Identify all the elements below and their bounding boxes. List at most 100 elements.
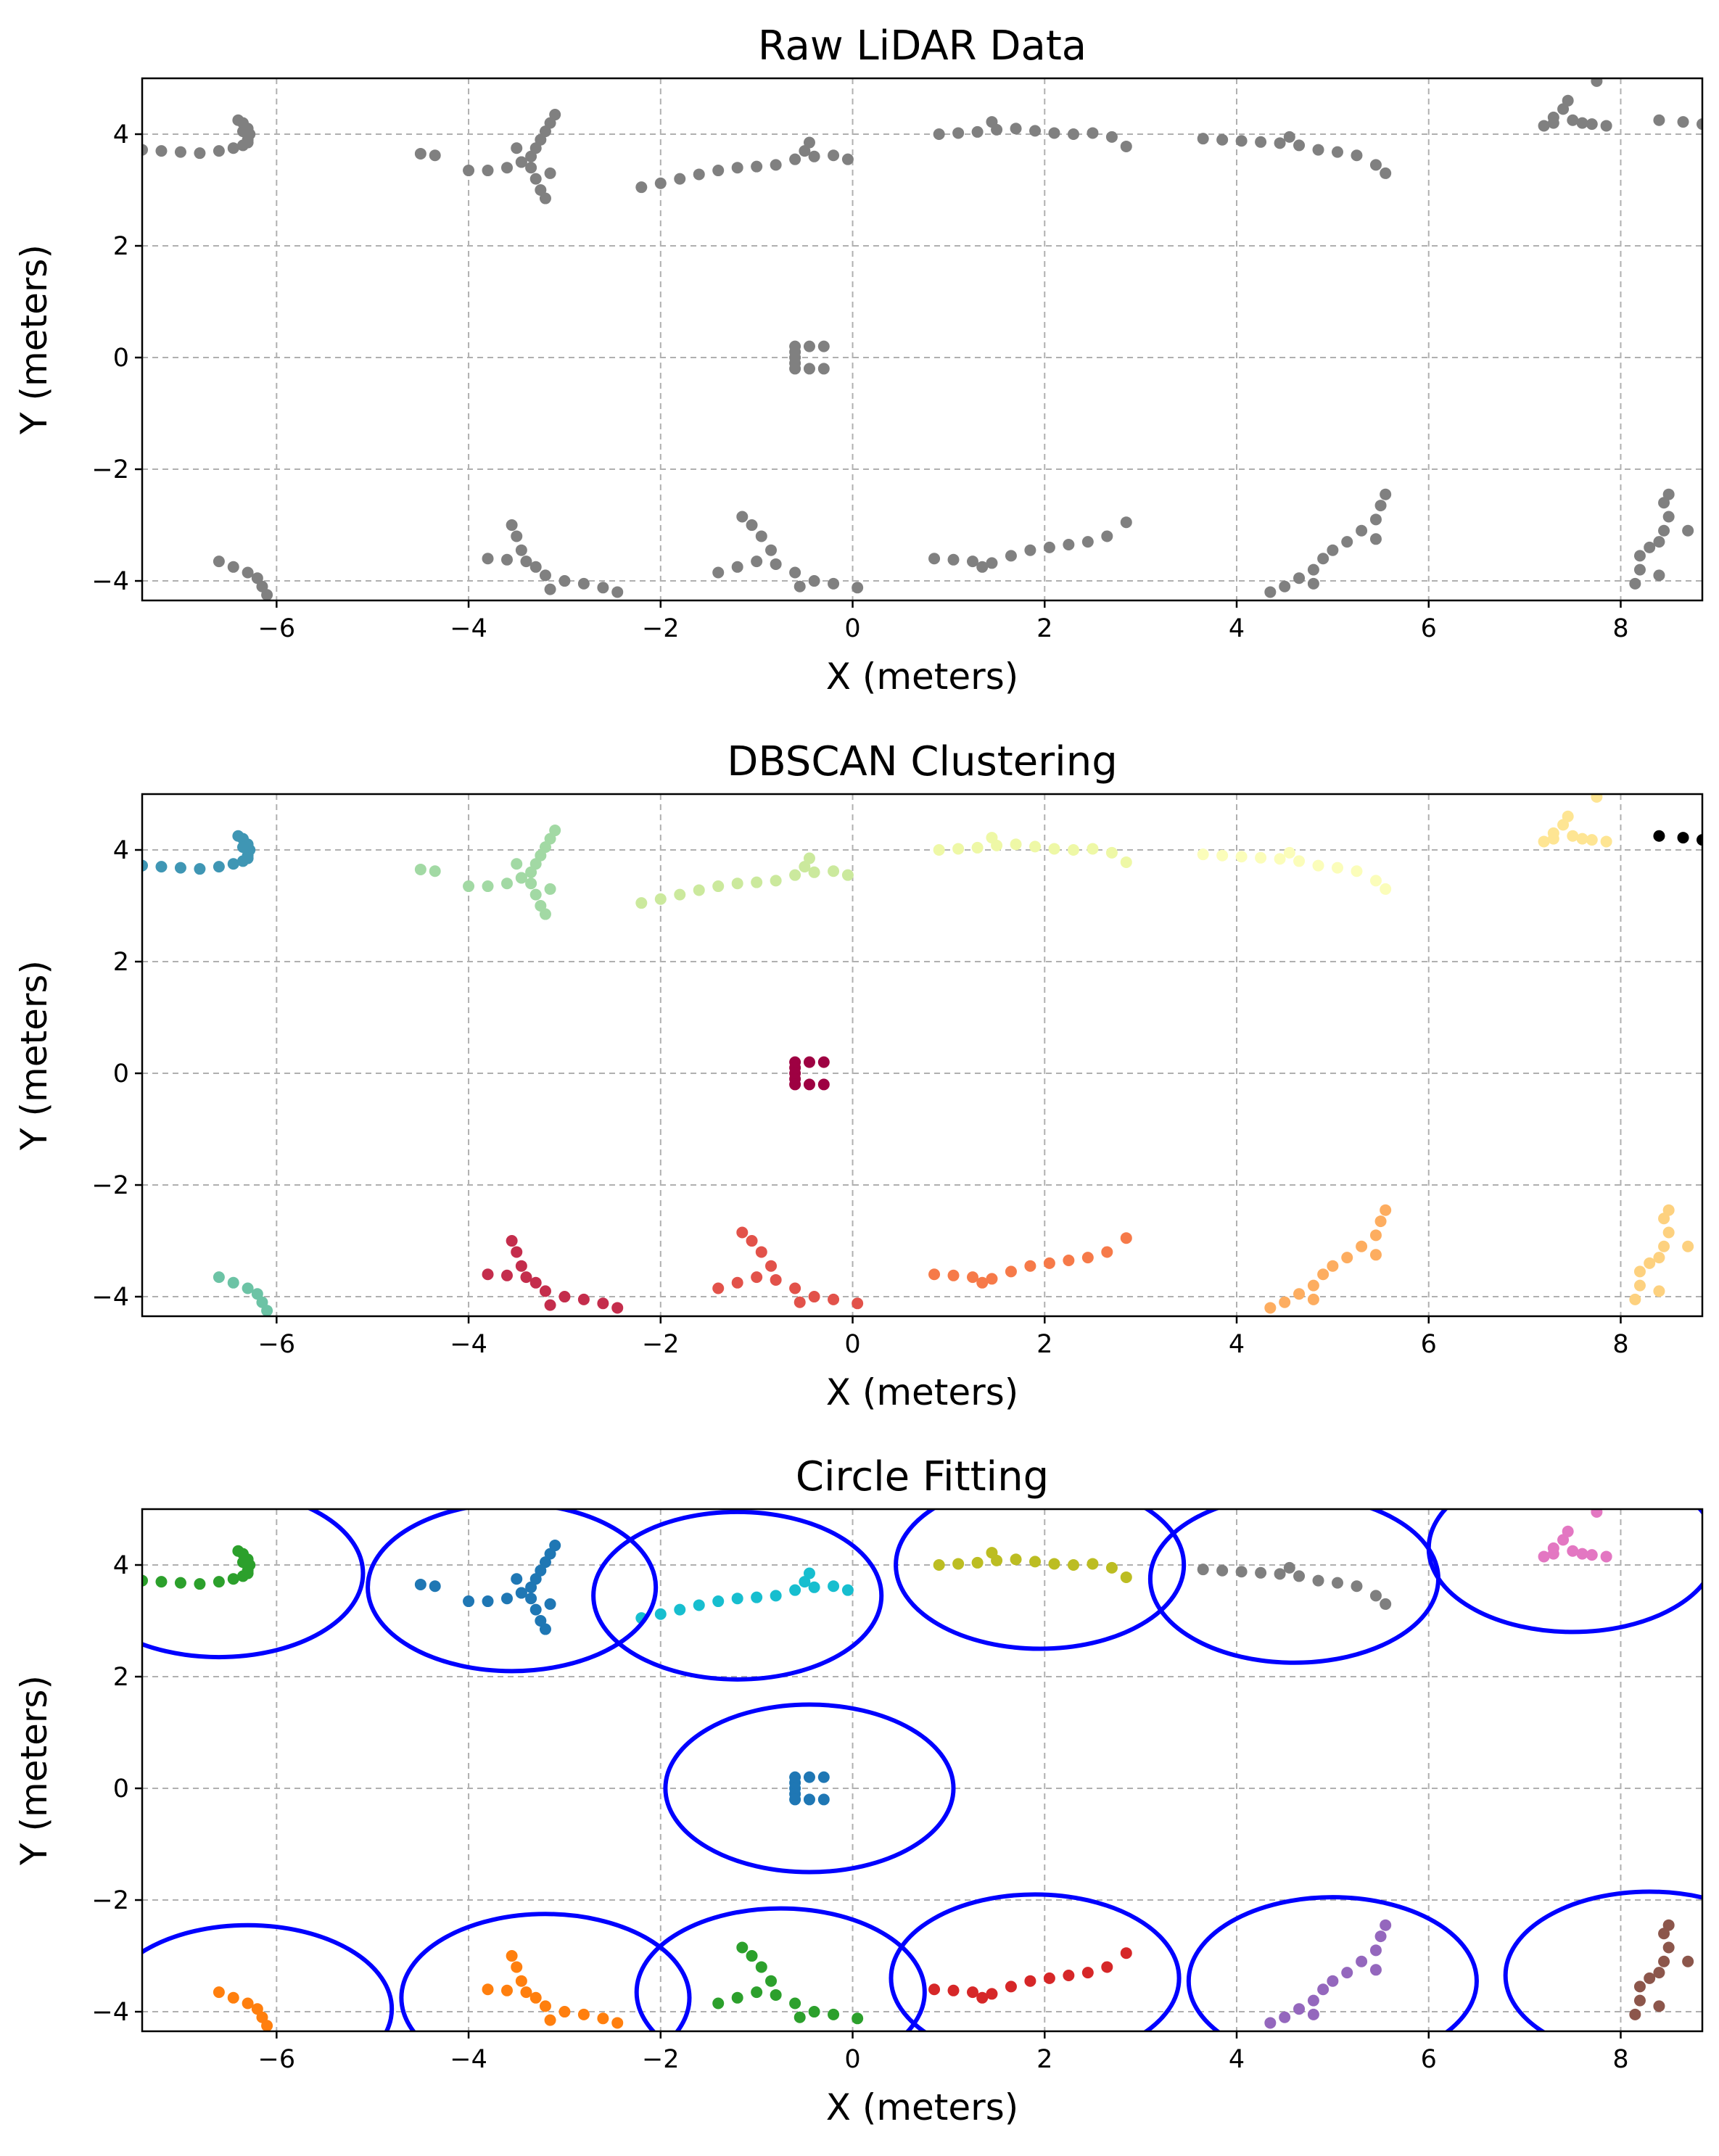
data-point	[986, 1273, 998, 1285]
x-tick-label: 0	[844, 614, 860, 643]
data-point	[515, 1260, 527, 1272]
data-point	[817, 1793, 830, 1806]
data-point	[544, 167, 556, 179]
data-point	[1087, 843, 1099, 855]
data-point	[544, 583, 556, 595]
data-point	[1293, 2003, 1306, 2015]
data-point	[1087, 1558, 1099, 1570]
fitted-circle	[1186, 1895, 1479, 2031]
data-point	[501, 1593, 514, 1605]
data-point	[506, 1950, 518, 1962]
data-point	[1197, 1564, 1209, 1576]
data-point	[515, 872, 527, 884]
data-point	[558, 575, 571, 587]
data-point	[544, 2014, 556, 2026]
data-point	[539, 1285, 551, 1297]
data-point	[731, 1991, 743, 2004]
data-point	[1369, 513, 1382, 526]
data-point	[227, 858, 239, 870]
data-point	[952, 843, 965, 855]
x-tick-label: 2	[1036, 2045, 1052, 2074]
data-point	[770, 1273, 782, 1286]
data-point	[1586, 1549, 1598, 1561]
fitted-circle	[142, 1922, 395, 2031]
fitted-circle	[366, 1509, 659, 1674]
cluster-0	[142, 114, 256, 160]
data-point	[1307, 1994, 1319, 2007]
cluster-3	[933, 832, 1132, 868]
data-point	[976, 561, 989, 573]
data-point	[1312, 859, 1324, 872]
data-point	[1380, 883, 1392, 895]
data-point	[1010, 1553, 1022, 1566]
data-point	[1317, 553, 1330, 565]
data-point	[1369, 159, 1382, 171]
data-point	[611, 1302, 624, 1314]
data-point	[933, 1559, 945, 1571]
data-point	[1380, 1919, 1392, 1931]
data-point	[933, 844, 945, 856]
chart-title: Circle Fitting	[796, 1453, 1049, 1500]
data-point	[1369, 1590, 1382, 1602]
cluster-4	[1197, 131, 1392, 179]
data-point	[1356, 1240, 1368, 1252]
data-point	[597, 2012, 609, 2025]
data-point	[414, 863, 426, 875]
data-point	[232, 1545, 244, 1557]
x-tick-label: −6	[258, 1330, 296, 1359]
data-point	[933, 128, 945, 141]
data-point	[525, 877, 537, 890]
data-point	[803, 852, 815, 864]
data-point	[539, 192, 551, 205]
data-point	[1591, 794, 1603, 803]
cluster-13	[1629, 1204, 1694, 1305]
cluster-1	[414, 825, 561, 920]
data-point	[1087, 127, 1099, 139]
data-point	[789, 1793, 801, 1806]
data-point	[828, 149, 840, 162]
x-tick-label: −4	[450, 614, 487, 643]
data-point	[852, 582, 864, 594]
data-point	[1644, 1972, 1656, 1984]
data-point	[1120, 856, 1132, 868]
data-point	[1255, 851, 1267, 864]
cluster-2	[635, 852, 854, 909]
data-point	[463, 880, 475, 893]
cluster-6	[789, 340, 830, 375]
data-point	[1629, 1293, 1641, 1305]
data-point	[142, 144, 148, 156]
data-point	[511, 858, 523, 870]
cluster-0	[142, 830, 256, 875]
data-point	[1629, 577, 1641, 590]
data-point	[1567, 114, 1579, 126]
data-point	[1293, 1288, 1306, 1300]
cluster-12	[1629, 1919, 1694, 2020]
data-point	[1562, 94, 1574, 107]
data-point	[751, 876, 763, 888]
data-point	[1063, 538, 1075, 550]
data-point	[789, 153, 801, 165]
data-point	[1255, 136, 1267, 148]
data-point	[803, 1771, 815, 1783]
data-point	[1293, 572, 1306, 585]
x-tick-label: −4	[450, 2045, 487, 2074]
data-point	[1048, 127, 1060, 139]
data-point	[511, 1961, 523, 1973]
cluster-10	[712, 1226, 864, 1310]
data-point	[793, 1296, 806, 1308]
data-point	[1538, 835, 1550, 848]
data-point	[947, 1984, 960, 1996]
data-point	[693, 884, 705, 896]
data-point	[1081, 536, 1094, 548]
data-point	[1644, 1257, 1656, 1269]
data-point	[414, 147, 426, 160]
data-point	[1562, 810, 1574, 822]
panel-dbscan-clustering: −6 −4 −2 0 2 4 6 8 −4 −2 0 2 4 DBSCAN Clustering X (me…	[13, 738, 1704, 1413]
data-point	[227, 561, 239, 573]
data-point	[770, 875, 782, 887]
plot-area	[142, 794, 1702, 1316]
data-point	[1063, 1969, 1075, 1981]
data-point	[674, 1603, 686, 1616]
data-point	[789, 1282, 801, 1294]
data-point	[808, 866, 820, 878]
